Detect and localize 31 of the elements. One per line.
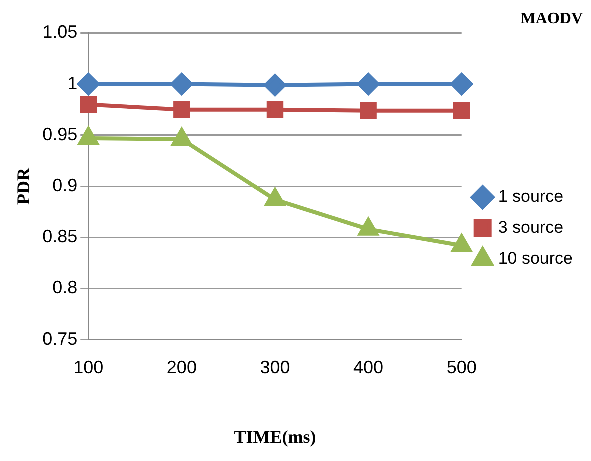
point — [266, 101, 284, 118]
y-tick-label: 0.8 — [52, 278, 78, 298]
point — [358, 218, 378, 236]
y-tick-label: 0.9 — [52, 175, 78, 196]
y-tick-label: 0.95 — [42, 124, 78, 144]
x-tick-label: 100 — [74, 358, 104, 378]
point — [170, 73, 193, 96]
point — [264, 74, 286, 96]
point — [80, 96, 97, 114]
point — [265, 188, 286, 206]
point — [174, 101, 190, 118]
y-tick-label: 0.75 — [42, 328, 78, 349]
point — [358, 73, 380, 96]
point — [360, 102, 377, 120]
x-tick-label: 500 — [446, 358, 477, 378]
point — [452, 234, 472, 252]
y-axis-title: PDR — [13, 167, 34, 205]
legend-label: 10 source — [498, 249, 574, 268]
legend-label: 1 source — [498, 187, 564, 206]
text: MAODV — [520, 10, 584, 28]
x-tick-label: 200 — [166, 358, 197, 378]
x-tick-label: 300 — [260, 358, 290, 378]
y-tick-label: 1.05 — [42, 22, 78, 42]
legend-label: 3 source — [498, 218, 564, 238]
point — [78, 73, 100, 96]
y-tick-label: 1 — [68, 73, 78, 94]
x-axis-title: TIME(ms) — [234, 426, 316, 447]
point — [450, 73, 473, 96]
point — [453, 102, 470, 120]
x-tick-label: 400 — [354, 358, 384, 378]
y-tick-label: 0.85 — [42, 226, 78, 247]
